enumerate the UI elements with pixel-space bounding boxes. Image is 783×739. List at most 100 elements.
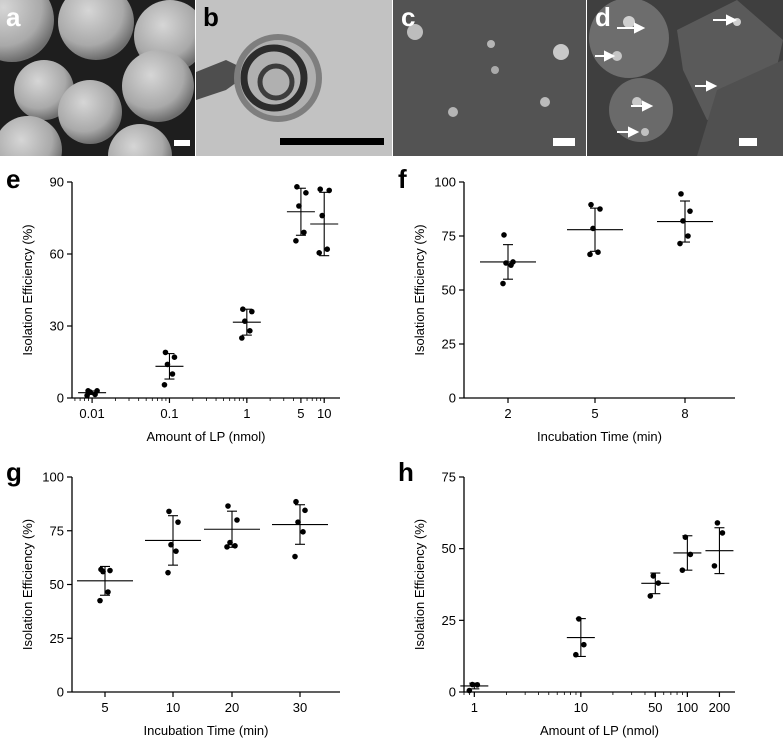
x-tick-label-h: 100 (677, 700, 699, 715)
data-point (293, 498, 299, 505)
data-point (296, 203, 302, 209)
y-tick-label-e: 60 (50, 247, 64, 262)
data-point (242, 318, 248, 325)
data-point (247, 328, 253, 334)
chart-e: 0 30 60 90 0.01 0.1 1 5 10 Amount of LP (nmol) Iso… (20, 175, 340, 444)
data-point (678, 191, 684, 197)
data-point (500, 280, 506, 287)
data-point (173, 548, 179, 554)
micrograph-a (0, 0, 195, 156)
data-point (682, 534, 689, 540)
x-axis-label-e: Amount of LP (nmol) (147, 429, 266, 444)
data-point (501, 232, 507, 238)
data-point (587, 251, 593, 258)
data-point (225, 503, 231, 509)
data-point (510, 259, 516, 265)
x-tick-label-e: 1 (243, 406, 250, 421)
y-tick-label-h: 50 (442, 541, 456, 556)
x-tick-label-g: 5 (101, 700, 108, 715)
x-axis-label-f: Incubation Time (min) (537, 429, 662, 444)
panel-label-a: a (6, 2, 21, 32)
data-point (301, 229, 307, 236)
data-point (576, 616, 582, 622)
data-point (165, 569, 171, 576)
y-tick-label-g: 25 (50, 631, 64, 646)
x-tick-label-e: 0.1 (160, 406, 178, 421)
data-point (239, 335, 245, 341)
micrograph-b-image (196, 0, 392, 156)
x-tick-label-h: 10 (574, 700, 588, 715)
y-tick-label-f: 75 (442, 229, 456, 244)
panel-label-d: d (595, 2, 611, 32)
data-point (293, 238, 299, 244)
data-point (677, 240, 683, 247)
x-tick-label-h: 50 (648, 700, 662, 715)
data-point (324, 246, 331, 252)
x-tick-label-e: 10 (317, 406, 331, 421)
data-point (647, 593, 654, 599)
micrograph-b (196, 0, 392, 156)
data-point (292, 553, 298, 560)
x-tick-label-f: 5 (591, 406, 598, 421)
micrograph-c-image (393, 0, 586, 156)
data-point (94, 388, 100, 394)
data-point (650, 573, 657, 579)
data-point (98, 566, 104, 573)
data-point (171, 354, 178, 361)
data-point (685, 233, 691, 239)
y-tick-label-h: 25 (442, 613, 456, 628)
data-point (161, 382, 168, 388)
data-point (714, 520, 721, 526)
data-point (232, 543, 238, 549)
y-tick-label-h: 75 (442, 470, 456, 485)
data-point (588, 201, 594, 208)
x-axis-label-g: Incubation Time (min) (144, 723, 269, 738)
data-point (175, 519, 181, 525)
data-point (719, 530, 726, 536)
x-tick-label-g: 10 (166, 700, 180, 715)
data-point (655, 580, 662, 586)
data-point (590, 225, 596, 232)
x-tick-label-e: 5 (297, 406, 304, 421)
y-axis-label-e: Isolation Efficiency (%) (20, 224, 35, 355)
y-tick-label-f: 50 (442, 283, 456, 298)
data-point (166, 508, 172, 515)
data-point (680, 218, 686, 224)
data-point (474, 682, 481, 688)
data-point (679, 567, 686, 573)
y-tick-label-g: 75 (50, 523, 64, 538)
panel-label-h: h (398, 457, 414, 487)
data-point (466, 687, 473, 694)
data-point (164, 361, 171, 368)
data-point (162, 349, 169, 356)
data-point (303, 190, 309, 196)
x-tick-label-f: 8 (681, 406, 688, 421)
data-point (85, 388, 91, 394)
chart-g: 0 25 50 75 100 5 10 20 30 Incubation Time (min) Is… (20, 470, 340, 738)
data-point (326, 187, 333, 194)
data-point (687, 208, 693, 214)
y-tick-label-e: 90 (50, 175, 64, 190)
y-tick-label-e: 30 (50, 319, 64, 334)
chart-h: 0 25 50 75 1 10 50 100 200 Amount of LP (nmol) Iso… (412, 470, 735, 738)
micrograph-d (587, 0, 783, 156)
x-axis-label-h: Amount of LP (nmol) (540, 723, 659, 738)
y-tick-label-g: 50 (50, 577, 64, 592)
data-point (597, 206, 603, 212)
data-point (317, 186, 324, 192)
x-tick-label-h: 200 (709, 700, 731, 715)
x-tick-label-f: 2 (504, 406, 511, 421)
data-point (234, 517, 240, 523)
y-tick-label-f: 25 (442, 337, 456, 352)
data-point (687, 551, 694, 558)
y-tick-label-e: 0 (57, 391, 64, 406)
panel-label-f: f (398, 164, 407, 194)
data-point (97, 597, 103, 604)
data-point (295, 519, 301, 525)
panel-label-g: g (6, 457, 22, 487)
data-point (168, 541, 174, 548)
x-tick-label-g: 20 (225, 700, 239, 715)
data-point (503, 260, 509, 266)
